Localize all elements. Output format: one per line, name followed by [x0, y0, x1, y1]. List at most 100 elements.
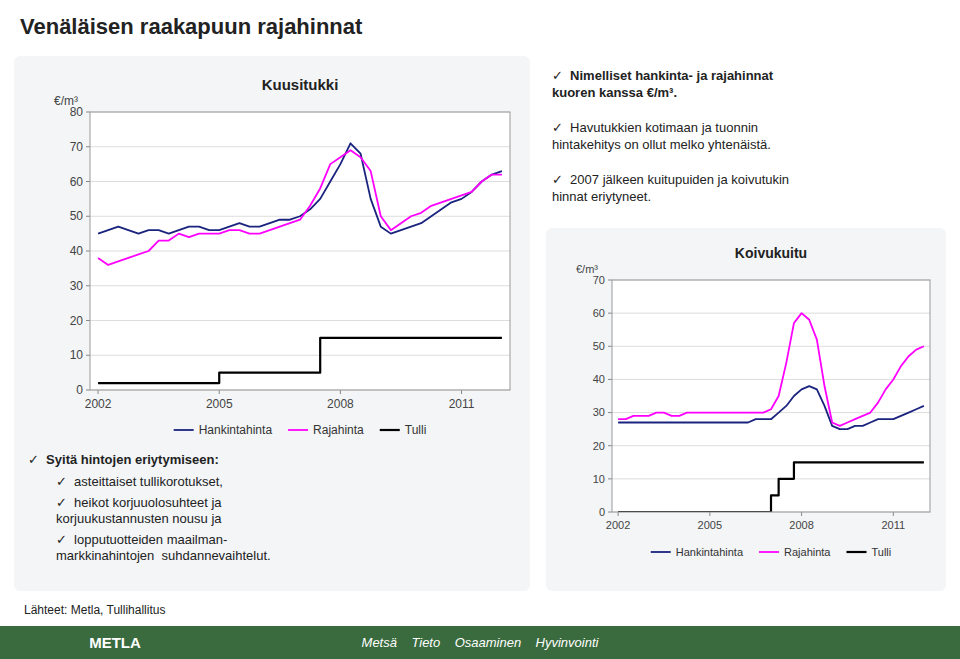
text-line: ✓ asteittaiset tullikorotukset, [56, 474, 223, 489]
step-line [98, 338, 502, 383]
legend-label: Tulli [405, 423, 427, 437]
bullet-text: ✓ lopputuotteiden maailman-markkinahinto… [56, 532, 271, 563]
plot-area [90, 112, 510, 390]
bullet-text: ✓ Nimelliset hankinta- ja rajahinnat kuor… [552, 68, 774, 100]
tick-label: 2011 [881, 519, 905, 531]
tick-mark [86, 390, 90, 391]
bottom-bar-text: Metsä Tieto Osaaminen Hyvinvointi [362, 635, 600, 650]
chart-title: Kuusitukki [262, 76, 339, 93]
panel [546, 228, 946, 591]
tick-mark [608, 445, 612, 446]
legend-label: Rajahinta [313, 423, 364, 437]
bullet-text: ✓ heikot korjuuolosuhteet jakorjuukustan… [56, 495, 222, 526]
tick-label: 40 [70, 244, 84, 258]
footer: Lähteet: Metla, Tullihallitus [24, 603, 165, 617]
tick-mark [608, 379, 612, 380]
grid-line [612, 346, 930, 347]
tick-mark [618, 512, 619, 516]
text-line: kuoren kanssa €/m³. [552, 85, 677, 100]
axis-label: €/m³ [54, 94, 78, 108]
tick-label: 60 [70, 175, 84, 189]
panel [14, 56, 530, 591]
tick-label: 70 [70, 140, 84, 154]
tick-mark [86, 320, 90, 321]
legend-swatch [651, 551, 671, 553]
tick-label: 30 [70, 279, 84, 293]
legend-label: Hankintahinta [676, 546, 744, 558]
tick-mark [340, 390, 341, 394]
tick-label: 2002 [606, 519, 630, 531]
tick-label: 60 [593, 307, 605, 319]
tick-mark [86, 146, 90, 147]
text-line: markkinahintojen suhdannevaihtelut. [56, 548, 271, 563]
tick-label: 50 [593, 340, 605, 352]
chart: 010203040506070802002200520082011Kuusitu… [54, 76, 510, 437]
logo-text: METLA [89, 634, 141, 651]
bottom-bar [0, 626, 960, 659]
tick-mark [709, 512, 710, 516]
grid-line [90, 355, 510, 356]
tick-mark [86, 251, 90, 252]
tick-mark [86, 181, 90, 182]
tick-label: 10 [593, 473, 605, 485]
tick-mark [98, 390, 99, 394]
grid-line [612, 313, 930, 314]
line [98, 150, 502, 265]
tick-mark [608, 512, 612, 513]
legend-swatch [380, 429, 400, 431]
tick-mark [801, 512, 802, 516]
tick-label: 20 [593, 440, 605, 452]
legend-swatch [847, 551, 867, 553]
background [0, 0, 960, 659]
legend: HankintahintaRajahintaTulli [651, 546, 892, 558]
tick-mark [86, 216, 90, 217]
legend-item: Hankintahinta [651, 546, 744, 558]
tick-mark [608, 346, 612, 347]
axis-label: €/m³ [576, 263, 598, 275]
bullet-text: ✓ asteittaiset tullikorotukset, [56, 474, 223, 489]
grid-line [612, 379, 930, 380]
bullet-text: ✓ 2007 jälkeen kuitupuiden ja koivutukin… [552, 172, 789, 204]
tick-label: 2002 [85, 397, 112, 411]
text-line: korjuukustannusten nousu ja [56, 511, 222, 526]
tick-mark [608, 412, 612, 413]
legend-swatch [759, 551, 779, 553]
tick-label: 2011 [449, 397, 475, 411]
text-line: ✓ Nimelliset hankinta- ja rajahinnat [552, 68, 774, 83]
bullet-text: ✓ Havutukkien kotimaan ja tuonnin hintake… [552, 120, 771, 152]
tick-label: 30 [593, 406, 605, 418]
legend-item: Tulli [847, 546, 892, 558]
grid-line [612, 445, 930, 446]
tick-label: 10 [70, 348, 84, 362]
series-group [618, 313, 924, 512]
tick-mark [219, 390, 220, 394]
tick-mark [608, 478, 612, 479]
tick-mark [86, 355, 90, 356]
line [618, 313, 924, 426]
plot-area [612, 280, 930, 512]
tick-mark [86, 285, 90, 286]
text-line: ✓ 2007 jälkeen kuitupuiden ja koivutukin [552, 172, 789, 187]
tick-mark [608, 313, 612, 314]
tick-label: 0 [76, 383, 83, 397]
tick-label: 2008 [327, 397, 354, 411]
text-line: ✓ Havutukkien kotimaan ja tuonnin [552, 120, 758, 135]
tick-mark [86, 112, 90, 113]
grid-line [90, 251, 510, 252]
tick-label: 2005 [698, 519, 722, 531]
bullet-text: ✓ Syitä hintojen eriytymiseen: [28, 452, 219, 467]
chart-title: Koivukuitu [735, 245, 807, 261]
tick-label: 20 [70, 314, 84, 328]
page: Venäläisen raakapuun rajahinnat✓ Nimelli… [0, 0, 960, 659]
text-line: hintakehitys on ollut melko yhtenäistä. [552, 137, 771, 152]
tick-label: 50 [70, 209, 84, 223]
text-line: hinnat eriytyneet. [552, 189, 651, 204]
tick-mark [461, 390, 462, 394]
legend-item: Tulli [380, 423, 427, 437]
text-line: ✓ Syitä hintojen eriytymiseen: [28, 452, 219, 467]
tick-mark [608, 280, 612, 281]
series-group [98, 143, 502, 383]
text-line: ✓ lopputuotteiden maailman- [56, 532, 227, 547]
grid-line [90, 320, 510, 321]
tick-label: 0 [599, 506, 605, 518]
